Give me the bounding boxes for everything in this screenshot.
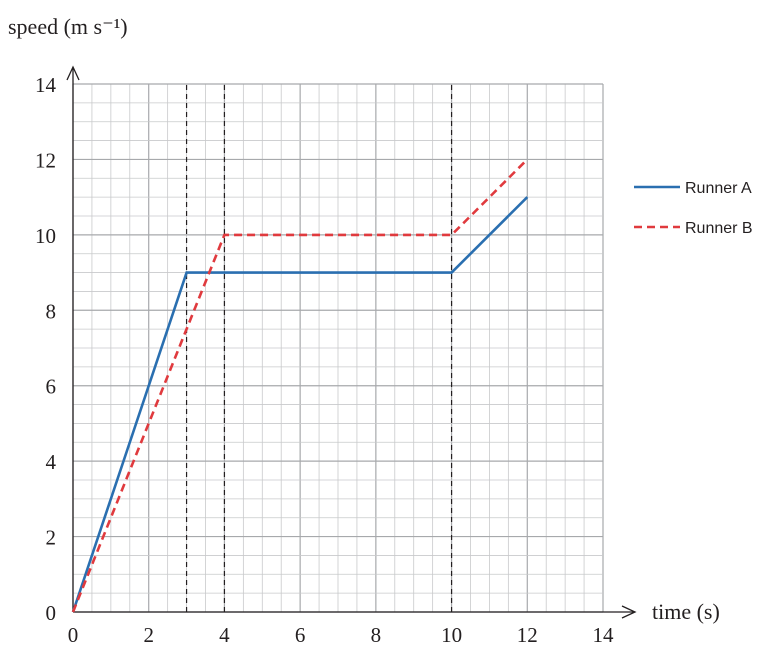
x-tick-label: 8 (371, 623, 382, 647)
y-tick-label: 4 (46, 450, 57, 474)
x-tick-label: 14 (593, 623, 615, 647)
x-tick-label: 4 (219, 623, 230, 647)
y-tick-label: 0 (46, 601, 57, 625)
x-tick-label: 0 (68, 623, 79, 647)
legend-label: Runner A (685, 180, 752, 197)
x-tick-label: 6 (295, 623, 306, 647)
x-tick-label: 10 (441, 623, 462, 647)
tick-labels: 0 2 4 6 8 10 12 14 0 2 4 6 8 10 12 14 (35, 73, 614, 647)
y-tick-label: 10 (35, 224, 56, 248)
y-axis-arrow-icon (66, 65, 80, 81)
reference-lines (185, 84, 453, 612)
y-axis-label: speed (m s⁻¹) (8, 14, 128, 39)
data-series (71, 158, 529, 613)
y-tick-label: 6 (46, 375, 57, 399)
chart-legend: Runner A Runner B (634, 180, 753, 237)
x-axis-label: time (s) (652, 599, 720, 624)
x-tick-label: 2 (143, 623, 154, 647)
legend-label: Runner B (685, 220, 753, 237)
y-tick-label: 8 (46, 299, 57, 323)
y-tick-label: 12 (35, 148, 56, 172)
series-line-runner-a (71, 196, 529, 613)
y-tick-label: 2 (46, 526, 57, 550)
x-tick-label: 12 (517, 623, 538, 647)
x-axis-arrow-icon (621, 605, 637, 619)
y-tick-label: 14 (35, 73, 57, 97)
chart-axes (66, 65, 637, 619)
chart-grid (72, 83, 604, 613)
